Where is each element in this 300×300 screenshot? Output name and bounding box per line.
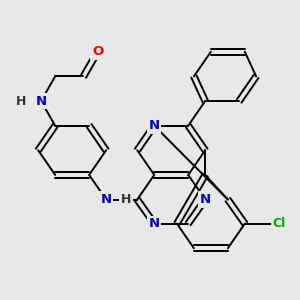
Text: Cl: Cl [272,217,285,230]
Text: N: N [35,94,46,107]
Text: N: N [149,119,160,132]
Text: H: H [121,193,131,206]
Text: N: N [100,193,112,206]
Text: O: O [92,45,103,58]
Text: N: N [200,193,211,206]
Text: N: N [149,217,160,230]
Text: H: H [16,94,26,107]
